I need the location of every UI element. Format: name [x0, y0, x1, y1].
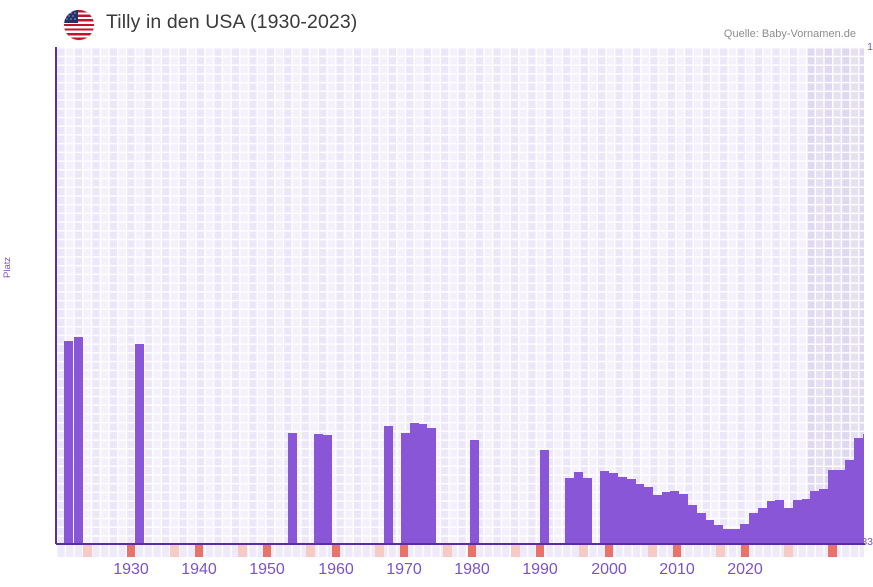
bar-1991[interactable]	[600, 471, 609, 544]
bar-1958[interactable]	[287, 433, 297, 544]
grid-checker	[56, 47, 864, 544]
tick-marker-1980	[467, 545, 477, 557]
x-axis-tick-1980: 1980	[454, 561, 490, 578]
tick-marker-minor-1985	[511, 545, 520, 557]
tick-marker-minor-1935	[170, 545, 179, 557]
source-attribution: Quelle: Baby-Vornamen.de	[723, 28, 856, 40]
bar-2015[interactable]	[810, 491, 819, 544]
bar-1930[interactable]	[63, 341, 73, 544]
bar-2017[interactable]	[827, 470, 837, 544]
grid-lines	[56, 47, 864, 544]
tick-marker-1960	[331, 545, 341, 557]
flag-canton	[64, 10, 78, 23]
plot-area	[56, 47, 864, 544]
x-axis-tick-1950: 1950	[249, 561, 285, 578]
bar-1990[interactable]	[583, 478, 592, 544]
bar-1988[interactable]	[565, 478, 574, 544]
bar-1977[interactable]	[470, 440, 479, 544]
tick-marker-minor-1955	[306, 545, 315, 557]
bar-1972[interactable]	[427, 428, 436, 544]
bar-2001[interactable]	[687, 505, 697, 544]
tick-marker-minor-1925	[83, 545, 92, 557]
y-axis-tick-top: 1	[867, 41, 873, 53]
tick-marker-2030	[827, 545, 837, 557]
tick-marker-minor-1995	[579, 545, 588, 557]
y-axis-line	[55, 47, 57, 544]
tick-marker-1970	[399, 545, 409, 557]
bar-1960[interactable]	[313, 434, 323, 544]
bar-1938[interactable]	[134, 344, 144, 544]
x-axis-tick-1990: 1990	[522, 561, 558, 578]
bar-2013[interactable]	[792, 500, 802, 544]
x-axis-tick-1970: 1970	[386, 561, 422, 578]
bar-1985[interactable]	[539, 450, 549, 544]
tick-marker-minor-2005	[648, 545, 657, 557]
page-title: Tilly in den USA (1930-2023)	[106, 11, 358, 33]
bar-2005[interactable]	[722, 529, 732, 544]
tick-marker-minor-1965	[375, 545, 384, 557]
x-axis-tick-2000: 2000	[591, 561, 627, 578]
bar-1961[interactable]	[322, 435, 332, 544]
bar-2019[interactable]	[845, 460, 854, 544]
bar-1969[interactable]	[400, 433, 410, 544]
x-axis-tick-strip	[56, 545, 864, 557]
tick-marker-minor-1975	[443, 545, 452, 557]
tick-marker-2020	[740, 545, 750, 557]
bar-2021[interactable]	[862, 434, 864, 544]
bar-1997[interactable]	[652, 495, 662, 544]
bar-1995[interactable]	[635, 484, 644, 544]
x-axis-line	[56, 543, 865, 545]
tick-marker-minor-2025	[784, 545, 793, 557]
x-axis-tick-1940: 1940	[181, 561, 217, 578]
bar-2003[interactable]	[705, 520, 714, 544]
tick-marker-minor-1945	[238, 545, 247, 557]
x-axis-tick-2010: 2010	[659, 561, 695, 578]
bar-1993[interactable]	[617, 477, 627, 544]
chart-header: Tilly in den USA (1930-2023) Quelle: Bab…	[0, 0, 873, 44]
bar-2007[interactable]	[740, 524, 749, 544]
tick-marker-2010	[672, 545, 682, 557]
tick-marker-1940	[194, 545, 204, 557]
us-flag-icon	[64, 10, 94, 40]
bar-1971[interactable]	[418, 424, 427, 544]
bar-2009[interactable]	[757, 508, 767, 544]
tick-marker-1930	[126, 545, 136, 557]
x-axis-tick-1960: 1960	[318, 561, 354, 578]
x-axis-tick-2020: 2020	[727, 561, 763, 578]
bar-1967[interactable]	[383, 426, 393, 544]
x-axis-tick-1930: 1930	[113, 561, 149, 578]
tick-marker-2000	[604, 545, 614, 557]
bar-1989[interactable]	[574, 472, 583, 544]
bar-2011[interactable]	[775, 500, 784, 544]
tick-marker-1950	[262, 545, 272, 557]
bar-1999[interactable]	[670, 491, 679, 544]
y-axis-title: Platz	[2, 256, 13, 278]
tick-marker-1990	[535, 545, 545, 557]
tick-marker-minor-2015	[716, 545, 725, 557]
tick-strip-cells	[56, 545, 864, 557]
bar-1931[interactable]	[74, 337, 83, 544]
